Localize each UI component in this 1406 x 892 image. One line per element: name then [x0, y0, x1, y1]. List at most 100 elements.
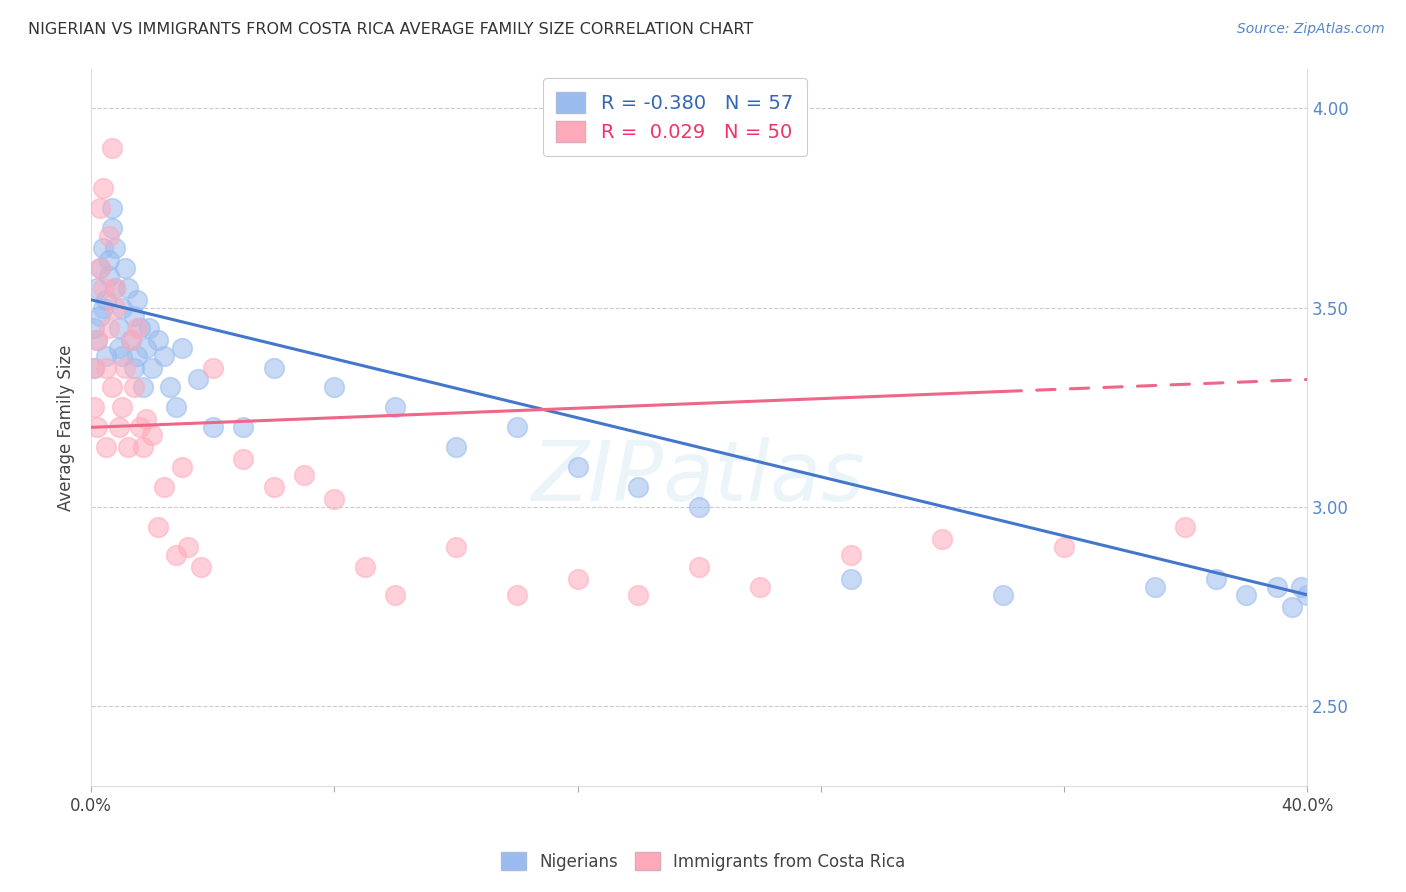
Point [1053, 540, 1076, 554]
Point [132, 380, 155, 394]
Point [125, 320, 148, 334]
Point [323, 492, 346, 507]
Point [748, 580, 770, 594]
Point [83, 360, 105, 375]
Point [91, 281, 114, 295]
Point [172, 460, 194, 475]
Y-axis label: Average Family Size: Average Family Size [58, 344, 75, 510]
Point [839, 548, 862, 562]
Point [931, 532, 953, 546]
Point [506, 420, 529, 434]
Point [353, 560, 375, 574]
Point [201, 360, 224, 375]
Point [125, 349, 148, 363]
Point [110, 349, 132, 363]
Point [110, 301, 132, 315]
Point [1289, 580, 1312, 594]
Point [96, 349, 118, 363]
Point [86, 420, 108, 434]
Point [98, 229, 121, 244]
Point [104, 301, 127, 315]
Point [688, 560, 710, 574]
Point [1265, 580, 1288, 594]
Point [323, 380, 346, 394]
Point [83, 320, 105, 334]
Point [83, 401, 105, 415]
Point [384, 588, 406, 602]
Legend: R = -0.380   N = 57, R =  0.029   N = 50: R = -0.380 N = 57, R = 0.029 N = 50 [543, 78, 807, 155]
Point [96, 360, 118, 375]
Text: ZIPatlas: ZIPatlas [533, 437, 866, 518]
Point [146, 333, 169, 347]
Point [1281, 599, 1303, 614]
Point [114, 260, 136, 275]
Point [688, 500, 710, 514]
Point [98, 268, 121, 283]
Point [89, 309, 111, 323]
Point [1234, 588, 1257, 602]
Point [89, 260, 111, 275]
Point [120, 333, 142, 347]
Point [138, 320, 160, 334]
Point [146, 520, 169, 534]
Point [567, 572, 589, 586]
Point [292, 468, 315, 483]
Legend: Nigerians, Immigrants from Costa Rica: Nigerians, Immigrants from Costa Rica [492, 844, 914, 880]
Point [91, 241, 114, 255]
Point [101, 201, 124, 215]
Point [177, 540, 200, 554]
Point [135, 341, 157, 355]
Point [263, 360, 285, 375]
Point [232, 420, 254, 434]
Point [165, 401, 187, 415]
Point [110, 401, 132, 415]
Point [384, 401, 406, 415]
Point [153, 349, 176, 363]
Point [107, 341, 129, 355]
Point [101, 380, 124, 394]
Point [132, 440, 155, 454]
Point [627, 480, 650, 494]
Point [104, 281, 127, 295]
Point [91, 181, 114, 195]
Point [190, 560, 212, 574]
Point [135, 412, 157, 426]
Point [444, 440, 467, 454]
Point [627, 588, 650, 602]
Point [101, 221, 124, 235]
Point [1144, 580, 1167, 594]
Point [506, 588, 529, 602]
Point [117, 440, 139, 454]
Point [120, 333, 142, 347]
Point [125, 293, 148, 307]
Point [567, 460, 589, 475]
Point [232, 452, 254, 467]
Point [141, 428, 163, 442]
Point [141, 360, 163, 375]
Point [172, 341, 194, 355]
Point [263, 480, 285, 494]
Point [86, 333, 108, 347]
Point [98, 252, 121, 267]
Point [104, 281, 127, 295]
Point [117, 281, 139, 295]
Point [128, 320, 150, 334]
Point [104, 241, 127, 255]
Point [201, 420, 224, 434]
Point [991, 588, 1014, 602]
Point [122, 380, 145, 394]
Point [107, 320, 129, 334]
Point [1205, 572, 1227, 586]
Point [122, 309, 145, 323]
Point [444, 540, 467, 554]
Point [86, 281, 108, 295]
Point [1174, 520, 1197, 534]
Point [89, 201, 111, 215]
Point [98, 320, 121, 334]
Point [114, 360, 136, 375]
Point [165, 548, 187, 562]
Text: Source: ZipAtlas.com: Source: ZipAtlas.com [1237, 22, 1385, 37]
Point [839, 572, 862, 586]
Point [1296, 588, 1319, 602]
Point [159, 380, 181, 394]
